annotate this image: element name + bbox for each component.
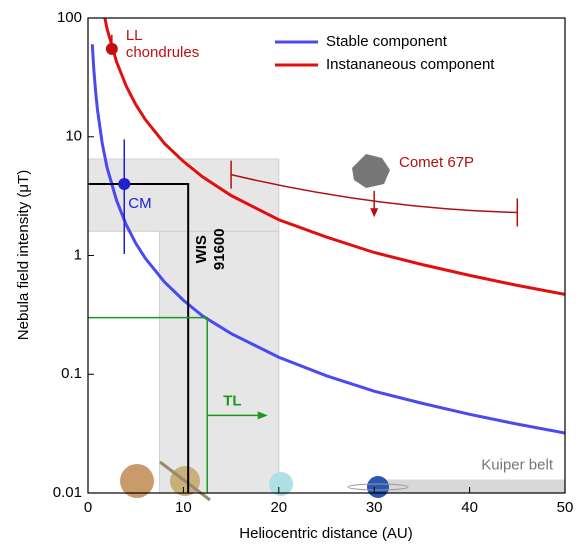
x-tick-label: 40 bbox=[461, 499, 478, 516]
x-tick-label: 0 bbox=[84, 499, 92, 516]
background bbox=[88, 159, 565, 493]
point-label: chondrules bbox=[126, 44, 199, 61]
wis-label: WIS bbox=[193, 235, 210, 263]
comet-arrowhead bbox=[370, 208, 378, 217]
point-label: CM bbox=[128, 195, 151, 212]
y-tick-label: 10 bbox=[65, 128, 82, 145]
data-point bbox=[118, 178, 130, 190]
chart: 0 10 20 30 40 50 0.01 0.1 1 10 100 Kuiper belt WIS91… bbox=[0, 0, 579, 548]
x-tick-label: 20 bbox=[270, 499, 287, 516]
legend-label: Instananeous component bbox=[326, 56, 495, 73]
neptune bbox=[367, 476, 389, 498]
y-tick-label: 1 bbox=[74, 246, 82, 263]
x-tick-label: 50 bbox=[557, 499, 574, 516]
y-axis-label: Nebula field intensity (μT) bbox=[15, 170, 32, 340]
wis-label: 91600 bbox=[211, 228, 228, 270]
x-tick-label: 10 bbox=[175, 499, 192, 516]
y-tick-label: 0.01 bbox=[53, 484, 82, 501]
y-tick-label: 0.1 bbox=[61, 365, 82, 382]
point-label: LL bbox=[126, 27, 143, 44]
y-tick-label: 100 bbox=[57, 9, 82, 26]
comet-icon bbox=[352, 154, 390, 188]
kuiper-label: Kuiper belt bbox=[481, 456, 554, 473]
data-point bbox=[106, 43, 118, 55]
x-tick-label: 30 bbox=[366, 499, 383, 516]
tl-label: TL bbox=[223, 392, 241, 409]
x-axis-label: Heliocentric distance (AU) bbox=[239, 525, 412, 542]
legend-label: Stable component bbox=[326, 33, 448, 50]
comet-label: Comet 67P bbox=[399, 154, 474, 171]
wis-band bbox=[88, 159, 279, 231]
